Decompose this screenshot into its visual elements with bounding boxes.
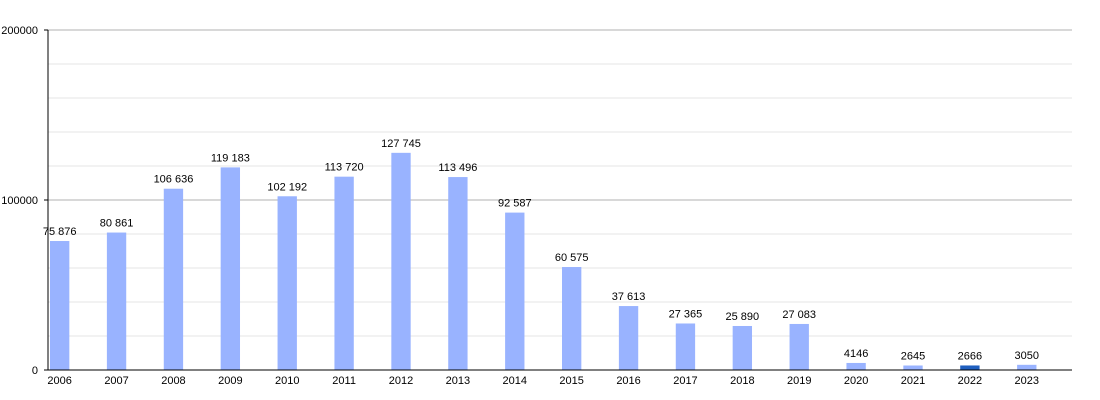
data-label-2016: 37 613: [612, 291, 646, 303]
x-tick-label-2013: 2013: [446, 375, 470, 387]
x-tick-label-2008: 2008: [161, 375, 185, 387]
data-label-2007: 80 861: [100, 218, 134, 230]
bar-2010: [277, 196, 297, 370]
data-label-2009: 119 183: [211, 152, 250, 164]
bar-2012: [391, 152, 411, 370]
bar-2017: [675, 323, 696, 370]
x-tick-label-2019: 2019: [787, 375, 811, 387]
bar-2006: [50, 241, 70, 370]
bar-2021: [903, 365, 923, 370]
x-tick-label-2012: 2012: [389, 375, 413, 387]
bar-2019: [789, 323, 809, 370]
x-tick-label-2006: 2006: [47, 375, 71, 387]
bar-2022: [960, 365, 980, 370]
y-tick-label: 0: [32, 365, 38, 377]
data-label-2018: 25 890: [726, 311, 760, 323]
bar-2015: [562, 267, 582, 370]
x-tick-label-2018: 2018: [730, 375, 754, 387]
data-label-2011: 113 720: [325, 162, 364, 174]
data-label-2014: 92 587: [498, 198, 532, 210]
x-tick-label-2022: 2022: [958, 375, 982, 387]
x-tick-label-2015: 2015: [559, 375, 583, 387]
x-tick-label-2020: 2020: [844, 375, 868, 387]
x-tick-label-2007: 2007: [104, 375, 128, 387]
bar-2020: [846, 362, 866, 370]
bar-2011: [334, 176, 354, 370]
bar-2018: [732, 325, 753, 370]
bar-2023: [1017, 364, 1037, 370]
x-tick-label-2017: 2017: [673, 375, 697, 387]
x-tick-label-2016: 2016: [616, 375, 640, 387]
x-tick-label-2021: 2021: [901, 375, 925, 387]
grid-lines: [48, 29, 1072, 337]
x-tick-label-2010: 2010: [275, 375, 299, 387]
data-label-2008: 106 636: [154, 174, 194, 186]
axes: [44, 29, 1072, 371]
data-label-2021: 2645: [901, 351, 925, 363]
x-tick-label-2014: 2014: [503, 375, 527, 387]
data-label-2022: 2666: [958, 350, 982, 362]
bars: [50, 152, 1037, 370]
bar-2014: [505, 212, 525, 370]
data-label-2010: 102 192: [267, 181, 307, 193]
bar-2013: [448, 177, 468, 370]
data-label-2013: 113 496: [438, 162, 477, 174]
data-label-2006: 75 876: [43, 226, 77, 238]
x-tick-label-2023: 2023: [1015, 375, 1039, 387]
data-label-2019: 27 083: [782, 309, 816, 321]
data-label-2017: 27 365: [669, 308, 703, 320]
data-label-2012: 127 745: [381, 138, 421, 150]
x-tick-label-2009: 2009: [218, 375, 242, 387]
labels: 0 100000 200000 75 876 2006 80 861 2007 106 636…: [1, 25, 1039, 387]
bar-2008: [163, 188, 184, 370]
bar-2009: [220, 167, 241, 370]
y-tick-label: 100000: [1, 195, 38, 207]
bar-2016: [618, 306, 639, 370]
bar-2007: [106, 232, 127, 370]
x-tick-label-2011: 2011: [332, 375, 356, 387]
y-tick-label: 200000: [1, 25, 38, 37]
data-label-2015: 60 575: [555, 252, 589, 264]
data-label-2020: 4146: [844, 348, 868, 360]
data-label-2023: 3050: [1015, 350, 1039, 362]
